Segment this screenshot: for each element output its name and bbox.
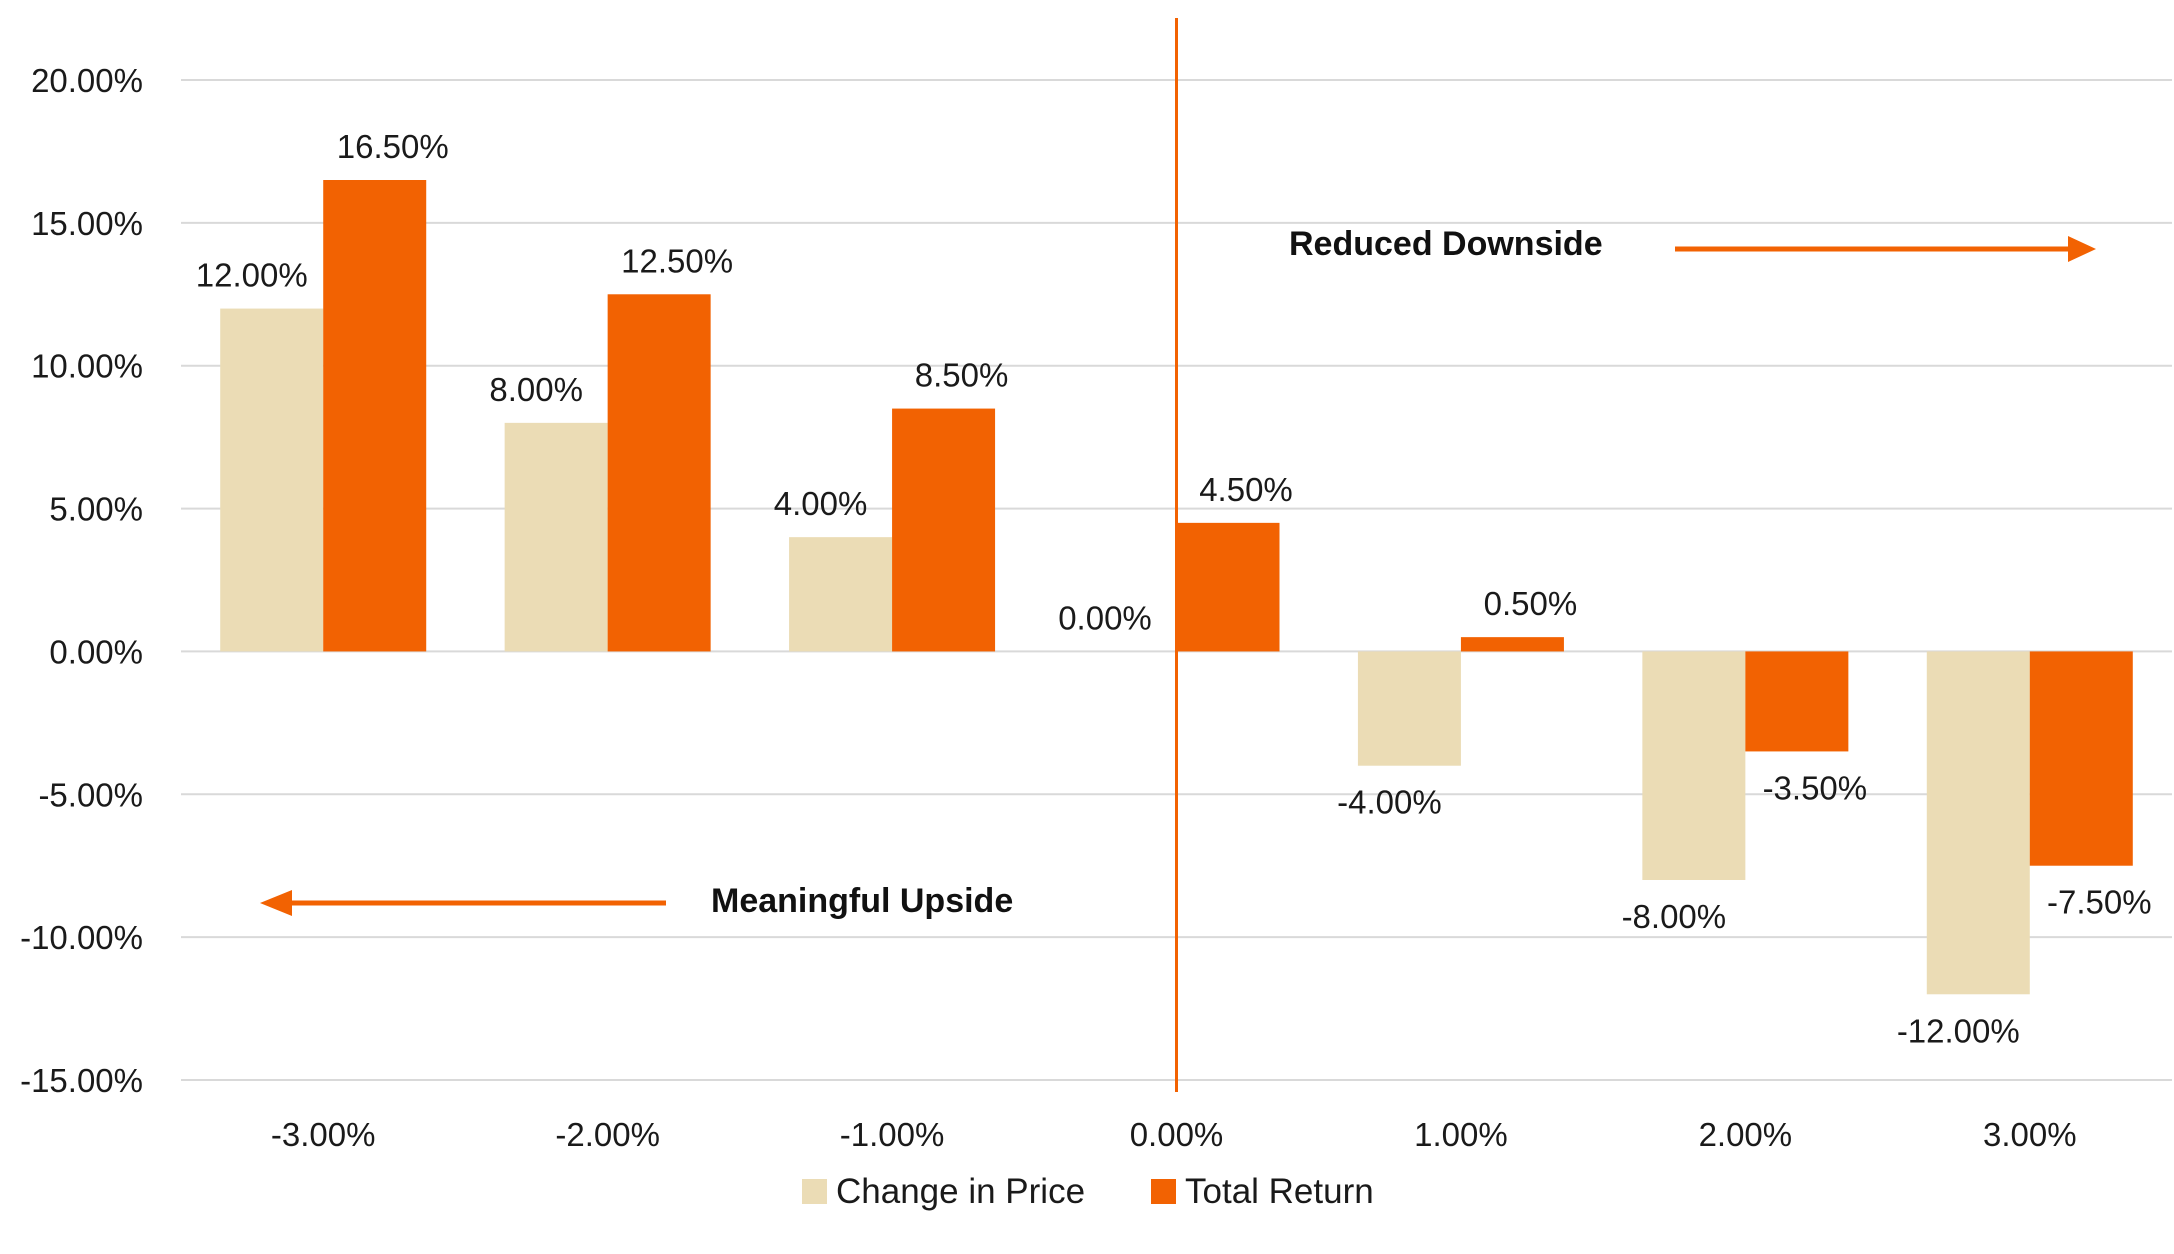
arrow-left-icon	[260, 890, 292, 916]
bar-total-return	[323, 180, 427, 652]
bar-total-return	[1460, 637, 1564, 652]
y-tick-label: 5.00%	[49, 491, 143, 528]
bar-total-return	[1176, 522, 1280, 652]
legend-label-total-return: Total Return	[1185, 1172, 1374, 1211]
x-tick-label: 0.00%	[1130, 1116, 1224, 1153]
x-tick-label: 1.00%	[1414, 1116, 1508, 1153]
data-label-total-return: 12.50%	[621, 242, 733, 279]
data-label-change-in-price: -4.00%	[1337, 784, 1442, 821]
bar-change-in-price	[220, 308, 324, 652]
data-label-change-in-price: -12.00%	[1897, 1012, 2020, 1049]
data-label-change-in-price: -8.00%	[1622, 898, 1727, 935]
legend-swatch-change-in-price	[802, 1179, 827, 1204]
bars	[220, 180, 2133, 995]
data-label-total-return: 0.50%	[1484, 585, 1578, 622]
bar-total-return	[2029, 651, 2133, 866]
x-tick-label: -1.00%	[840, 1116, 945, 1153]
data-label-total-return: -3.50%	[1763, 769, 1868, 806]
data-label-change-in-price: 4.00%	[774, 485, 868, 522]
x-tick-label: 2.00%	[1699, 1116, 1793, 1153]
bar-total-return	[1745, 651, 1849, 752]
legend-swatch-total-return	[1151, 1179, 1176, 1204]
data-label-change-in-price: 8.00%	[489, 371, 583, 408]
annotation-reduced-downside: Reduced Downside	[1289, 225, 2096, 263]
data-label-total-return: 16.50%	[337, 128, 449, 165]
data-label-total-return: 8.50%	[915, 357, 1009, 394]
y-tick-label: -5.00%	[38, 776, 143, 813]
bar-change-in-price	[1357, 651, 1461, 766]
bar-total-return	[892, 408, 996, 652]
y-tick-label: 10.00%	[31, 348, 143, 385]
y-tick-label: -10.00%	[20, 919, 143, 956]
data-label-total-return: -7.50%	[2047, 884, 2152, 921]
y-tick-label: -15.00%	[20, 1062, 143, 1099]
data-label-change-in-price: 12.00%	[196, 257, 308, 294]
arrow-right-icon	[2068, 236, 2096, 262]
annotation-meaningful-upside-text: Meaningful Upside	[711, 882, 1013, 920]
legend-label-change-in-price: Change in Price	[836, 1172, 1085, 1211]
x-tick-label: -2.00%	[555, 1116, 660, 1153]
y-tick-label: 0.00%	[49, 633, 143, 670]
data-label-change-in-price: 0.00%	[1058, 599, 1152, 636]
x-tick-label: 3.00%	[1983, 1116, 2077, 1153]
bar-total-return	[607, 294, 711, 652]
x-tick-label: -3.00%	[271, 1116, 376, 1153]
bar-change-in-price	[1926, 651, 2030, 995]
annotation-meaningful-upside: Meaningful Upside	[260, 882, 1013, 920]
y-tick-label: 15.00%	[31, 205, 143, 242]
bar-change-in-price	[504, 422, 608, 652]
bar-change-in-price	[1642, 651, 1746, 880]
bar-change-in-price	[789, 537, 893, 652]
y-tick-label: 20.00%	[31, 62, 143, 99]
legend: Change in Price Total Return	[802, 1172, 1374, 1211]
annotation-reduced-downside-text: Reduced Downside	[1289, 225, 1603, 263]
labels: 20.00% 15.00% 10.00% 5.00% 0.00% -5.00% -10.00…	[20, 62, 2151, 1153]
data-label-total-return: 4.50%	[1199, 471, 1293, 508]
